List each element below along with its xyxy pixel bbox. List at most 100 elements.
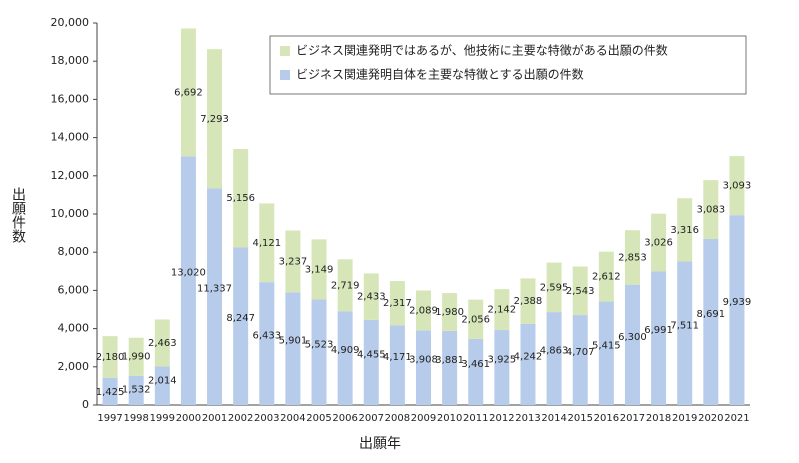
bar-segment [729, 215, 744, 405]
bar-segment [233, 247, 248, 405]
value-label: 5,523 [305, 339, 334, 350]
value-label: 2,433 [357, 292, 386, 303]
x-tick-label: 2012 [489, 413, 514, 424]
x-tick-label: 1998 [123, 413, 148, 424]
value-label: 2,719 [331, 280, 360, 291]
x-tick-label: 2000 [176, 413, 201, 424]
y-tick-label: 2,000 [58, 360, 90, 373]
value-label: 4,863 [540, 346, 569, 357]
value-label: 1,532 [122, 385, 151, 396]
bar-segment [364, 320, 379, 405]
bar-segment [312, 300, 327, 405]
value-label: 4,121 [252, 238, 281, 249]
x-tick-label: 2015 [567, 413, 592, 424]
y-tick-label: 20,000 [51, 16, 90, 29]
value-label: 13,020 [171, 268, 206, 279]
x-axis-label: 出願年 [359, 436, 401, 452]
value-label: 3,237 [279, 256, 308, 267]
legend-label: ビジネス関連発明ではあるが、他技術に主要な特徴がある出願の件数 [296, 43, 668, 58]
y-tick-label: 4,000 [58, 322, 90, 335]
x-tick-label: 2011 [463, 413, 488, 424]
value-label: 3,881 [435, 355, 464, 366]
bar-segment [703, 239, 718, 405]
value-label: 6,991 [644, 325, 673, 336]
y-tick-label: 10,000 [51, 207, 90, 220]
value-label: 2,612 [592, 272, 621, 283]
bar-segment [494, 330, 509, 405]
x-tick-label: 2009 [411, 413, 436, 424]
value-label: 4,171 [383, 352, 412, 363]
x-tick-label: 2017 [620, 413, 645, 424]
value-label: 6,433 [252, 331, 281, 342]
x-tick-label: 2013 [515, 413, 540, 424]
value-label: 2,180 [96, 352, 125, 363]
y-tick-label: 18,000 [51, 54, 90, 67]
value-label: 3,083 [696, 205, 725, 216]
value-label: 4,909 [331, 345, 360, 356]
bar-segment [651, 271, 666, 405]
x-tick-label: 2006 [332, 413, 357, 424]
y-tick-label: 6,000 [58, 283, 90, 296]
y-axis-label: 出願件数 [10, 187, 26, 243]
bar-segment [625, 285, 640, 405]
value-label: 6,692 [174, 87, 203, 98]
value-label: 4,707 [566, 347, 595, 358]
y-tick-label: 14,000 [51, 131, 90, 144]
bar-segment [181, 156, 196, 405]
bar-segment [259, 282, 274, 405]
value-label: 2,595 [540, 282, 569, 293]
value-label: 2,089 [409, 305, 438, 316]
value-label: 3,093 [723, 181, 752, 192]
value-label: 2,317 [383, 298, 412, 309]
value-label: 2,388 [514, 296, 543, 307]
value-label: 8,247 [226, 313, 255, 324]
value-label: 1,980 [435, 307, 464, 318]
bar-segment [677, 262, 692, 405]
x-tick-label: 2016 [594, 413, 619, 424]
x-tick-label: 2008 [385, 413, 410, 424]
value-label: 5,156 [226, 193, 255, 204]
x-tick-label: 2021 [724, 413, 749, 424]
value-label: 2,056 [461, 314, 490, 325]
value-label: 3,925 [488, 355, 517, 366]
bar-segment [285, 292, 300, 405]
value-label: 2,142 [488, 305, 517, 316]
value-label: 3,026 [644, 238, 673, 249]
value-label: 3,316 [670, 225, 699, 236]
x-tick-label: 2004 [280, 413, 305, 424]
value-label: 9,939 [723, 297, 752, 308]
value-label: 3,908 [409, 355, 438, 366]
value-label: 4,455 [357, 349, 386, 360]
value-label: 2,853 [618, 252, 647, 263]
x-tick-label: 2010 [437, 413, 462, 424]
y-tick-label: 0 [82, 398, 89, 411]
bar-segment [338, 311, 353, 405]
value-label: 7,511 [670, 320, 699, 331]
x-tick-label: 2003 [254, 413, 279, 424]
x-tick-label: 2001 [202, 413, 227, 424]
bar-segment [520, 324, 535, 405]
x-tick-label: 2002 [228, 413, 253, 424]
x-tick-label: 2005 [306, 413, 331, 424]
bar-segment [599, 302, 614, 405]
value-label: 2,014 [148, 376, 177, 387]
value-label: 11,337 [197, 284, 232, 295]
x-tick-label: 1997 [97, 413, 122, 424]
x-tick-label: 2018 [646, 413, 671, 424]
bar-segment [573, 315, 588, 405]
y-tick-label: 8,000 [58, 245, 90, 258]
bar-segment [207, 188, 222, 405]
x-tick-label: 2007 [359, 413, 384, 424]
value-label: 5,901 [279, 336, 308, 347]
value-label: 6,300 [618, 332, 647, 343]
bar-segment [468, 339, 483, 405]
legend-swatch [280, 46, 290, 56]
value-label: 8,691 [696, 309, 725, 320]
bar-segment [390, 325, 405, 405]
value-label: 1,990 [122, 352, 151, 363]
legend-swatch [280, 70, 290, 80]
bar-segment [442, 331, 457, 405]
legend-label: ビジネス関連発明自体を主要な特徴とする出願の件数 [296, 67, 584, 82]
